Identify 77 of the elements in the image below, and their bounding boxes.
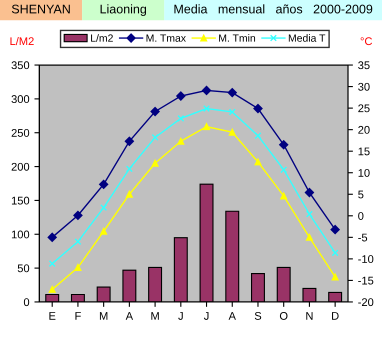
y2-axis-title: °C	[360, 37, 372, 46]
point	[48, 260, 56, 268]
point	[228, 88, 237, 98]
legend-label: M. Tmax	[146, 34, 186, 42]
point	[48, 286, 56, 293]
point	[253, 104, 263, 114]
chart-subtitle: Liaoning	[100, 4, 146, 16]
point	[330, 224, 340, 234]
y2-tick-label: -15	[358, 276, 374, 285]
point	[279, 140, 288, 150]
x-tick-label: D	[332, 312, 339, 320]
y2-tick-label: -20	[358, 298, 374, 306]
legend-label: M. Tmin	[219, 34, 256, 42]
point	[254, 158, 262, 166]
y2-tick-label: 30	[358, 82, 370, 91]
legend-label: Media T	[288, 34, 326, 42]
point	[126, 190, 133, 198]
legend-label: L/m2	[91, 34, 113, 42]
y2-tick-label: 25	[358, 104, 370, 112]
x-tick-label: M	[151, 312, 159, 320]
text: Media mensual años 2000-2009	[174, 4, 372, 14]
x-tick-label: O	[280, 312, 288, 320]
x-tick-label: F	[75, 312, 81, 320]
point	[177, 138, 184, 145]
y-tick-label: 300	[12, 95, 30, 104]
y2-tick-label: 10	[358, 168, 370, 177]
point	[100, 228, 108, 235]
point	[124, 136, 134, 146]
point	[203, 105, 210, 112]
point	[254, 132, 262, 140]
point	[332, 273, 339, 280]
point	[100, 204, 108, 212]
point	[228, 108, 236, 116]
point	[176, 91, 186, 101]
point	[150, 106, 160, 116]
point	[99, 180, 108, 189]
point	[73, 210, 83, 220]
x-tick-label: N	[306, 312, 313, 320]
x-tick-label: E	[49, 312, 56, 320]
y-tick-label: 50	[18, 264, 30, 272]
point	[304, 188, 314, 198]
x-tick-label: J	[178, 312, 183, 320]
point	[152, 134, 159, 141]
x-tick-label: S	[254, 312, 262, 320]
y-tick-label: 350	[12, 61, 30, 70]
y2-tick-label: 15	[358, 148, 370, 156]
y2-tick-label: 35	[358, 61, 370, 70]
y-tick-label: 250	[12, 128, 30, 137]
point	[306, 234, 313, 241]
y2-tick-label: -5	[358, 234, 368, 242]
y-tick-label: 150	[12, 196, 30, 205]
x-tick-label: M	[100, 312, 108, 320]
point	[306, 210, 313, 218]
x-tick-label: A	[228, 312, 236, 320]
point	[152, 160, 159, 167]
y-tick-label: 0	[24, 298, 30, 306]
y2-tick-label: 20	[358, 126, 370, 134]
x-tick-label: J	[204, 312, 208, 320]
x-tick-label: A	[126, 312, 134, 320]
y-tick-label: 200	[12, 162, 30, 171]
point	[228, 128, 236, 136]
y2-tick-label: 0	[358, 212, 364, 220]
y-tick-label: 100	[12, 230, 30, 238]
point	[48, 232, 57, 242]
point	[74, 264, 82, 271]
y-axis-title: L/M2	[10, 36, 34, 46]
point	[203, 123, 210, 130]
point	[332, 249, 339, 256]
point	[126, 165, 133, 172]
y2-tick-label: -10	[358, 255, 374, 264]
y2-tick-label: 5	[358, 190, 364, 198]
point	[202, 86, 212, 96]
point	[280, 166, 288, 174]
point	[177, 114, 184, 122]
chart-title: SHENYAN	[12, 4, 70, 14]
point	[280, 192, 288, 200]
point	[74, 238, 82, 246]
